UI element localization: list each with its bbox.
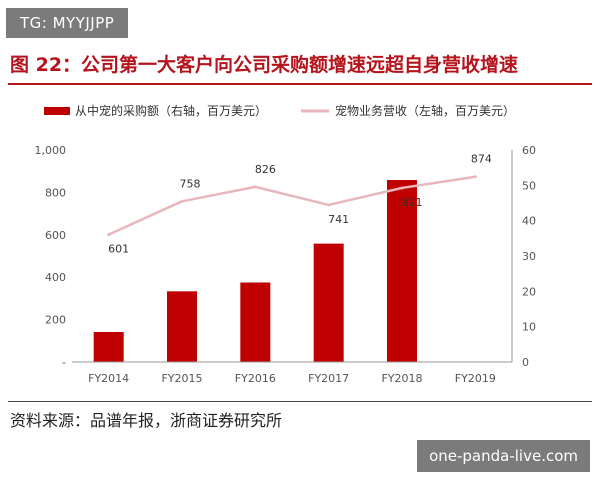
source-divider: [8, 401, 592, 402]
left-tick-label: 600: [45, 229, 66, 242]
revenue-label-fy2019: 874: [471, 153, 492, 166]
x-tick-label: FY2017: [308, 372, 349, 385]
legend-swatch-bar: [44, 107, 70, 115]
revenue-point-fy2018: [400, 186, 404, 190]
right-axis: 0 10 20 30 40 50 60: [511, 144, 536, 369]
revenue-label-fy2017: 741: [328, 213, 349, 226]
legend-label-bar: 从中宠的采购额（右轴，百万美元）: [75, 103, 267, 118]
revenue-point-fy2014: [107, 233, 111, 237]
right-tick-label: 20: [522, 285, 536, 298]
left-tick-label: 400: [45, 271, 66, 284]
bar-fy2018: [387, 180, 417, 362]
chart: 从中宠的采购额（右轴，百万美元） 宠物业务营收（左轴，百万美元） -2004006…: [35, 103, 537, 385]
bar-series: [93, 180, 417, 362]
left-tick-label: 200: [45, 314, 66, 327]
left-tick-label: -: [62, 356, 66, 369]
bar-fy2015: [167, 291, 197, 362]
right-tick-label: 50: [522, 179, 536, 192]
right-tick-label: 40: [522, 215, 536, 228]
right-tick-label: 10: [522, 321, 536, 334]
watermark: one-panda-live.com: [417, 440, 590, 472]
right-tick-label: 0: [522, 356, 529, 369]
x-tick-label: FY2015: [161, 372, 202, 385]
bar-fy2014: [93, 331, 124, 362]
line-series: 601 758 826 741 821 874: [107, 153, 492, 256]
left-tick-label: 800: [45, 186, 66, 199]
chart-legend: 从中宠的采购额（右轴，百万美元） 宠物业务营收（左轴，百万美元）: [44, 103, 515, 118]
revenue-point-fy2019: [473, 175, 477, 179]
revenue-point-fy2015: [180, 199, 184, 203]
revenue-point-fy2016: [253, 185, 257, 189]
x-tick-label: FY2016: [235, 372, 276, 385]
source-note: 资料来源：品谱年报，浙商证券研究所: [10, 411, 283, 430]
left-axis: - 200 400 600 800 1,000: [35, 144, 67, 369]
revenue-label-fy2014: 601: [108, 243, 129, 256]
bar-fy2017: [313, 243, 344, 362]
revenue-label-fy2016: 826: [255, 163, 276, 176]
revenue-line: [108, 175, 476, 236]
revenue-label-fy2015: 758: [180, 177, 201, 190]
x-tick-label: FY2018: [381, 372, 422, 385]
legend-label-line: 宠物业务营收（左轴，百万美元）: [335, 103, 515, 118]
x-tick-label: FY2014: [88, 372, 129, 385]
left-tick-label: 1,000: [35, 144, 67, 157]
right-tick-label: 30: [522, 250, 536, 263]
title-divider: [8, 83, 592, 85]
revenue-point-fy2017: [327, 203, 331, 207]
channel-badge: TG: MYYJJPP: [6, 8, 129, 38]
revenue-label-fy2018: 821: [402, 196, 423, 209]
right-tick-label: 60: [522, 144, 536, 157]
x-axis: FY2014 FY2015 FY2016 FY2017 FY2018 FY2019: [72, 361, 512, 385]
bar-fy2016: [240, 282, 271, 362]
chart-title: 图 22：公司第一大客户向公司采购额增速远超自身营收增速: [10, 54, 519, 76]
x-tick-label: FY2019: [455, 372, 496, 385]
